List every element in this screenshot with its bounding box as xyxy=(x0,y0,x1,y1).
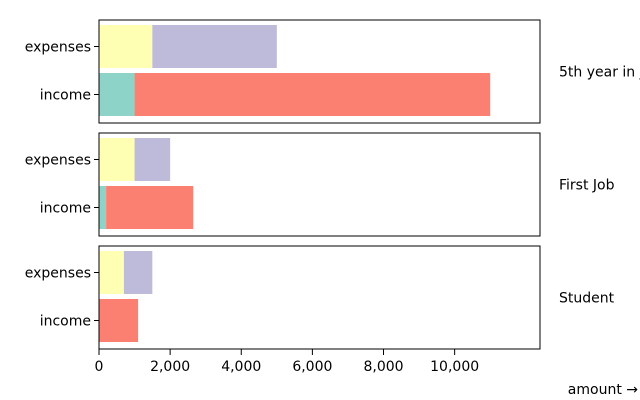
facet-panel: expenses income First Job xyxy=(25,132,615,237)
x-tick-label: 4,000 xyxy=(221,359,261,375)
y-tick-label: expenses xyxy=(25,153,91,169)
facet-frame xyxy=(98,245,541,350)
facet-panel: expenses income 5th year in job xyxy=(25,19,640,124)
x-tick-label: 0 xyxy=(95,359,104,375)
facet-frame xyxy=(98,19,541,124)
bar-segment-expenses xyxy=(152,25,277,68)
facets-layer: expenses income 5th year in job expenses inc… xyxy=(25,19,640,350)
x-axis: 0 2,000 4,000 6,000 8,000 10,000 xyxy=(95,349,479,375)
x-tick-label: 8,000 xyxy=(363,359,403,375)
bar-segment-expenses xyxy=(99,25,153,68)
facet-label: 5th year in job xyxy=(559,65,640,81)
bar-segment-income xyxy=(106,186,194,229)
facet-panel: expenses income Student xyxy=(25,245,615,350)
x-tick-label: 10,000 xyxy=(430,359,479,375)
bar-segment-expenses xyxy=(99,251,124,294)
x-tick-label: 6,000 xyxy=(292,359,332,375)
bar-segment-income xyxy=(99,73,135,116)
x-tick-label: 2,000 xyxy=(150,359,190,375)
y-tick-label: income xyxy=(40,88,91,104)
y-tick-label: expenses xyxy=(25,40,91,56)
y-tick-label: income xyxy=(40,314,91,330)
bar-segment-expenses xyxy=(99,138,135,181)
facet-label: Student xyxy=(559,291,615,307)
y-tick-label: income xyxy=(40,201,91,217)
bar-segment-expenses xyxy=(123,251,153,294)
bar-segment-expenses xyxy=(134,138,171,181)
bar-segment-income xyxy=(99,299,139,342)
bar-segment-income xyxy=(99,186,107,229)
bar-segment-income xyxy=(134,73,491,116)
facet-label: First Job xyxy=(559,178,615,194)
x-axis-title: amount → xyxy=(568,382,638,398)
y-tick-label: expenses xyxy=(25,266,91,282)
facet-frame xyxy=(98,132,541,237)
